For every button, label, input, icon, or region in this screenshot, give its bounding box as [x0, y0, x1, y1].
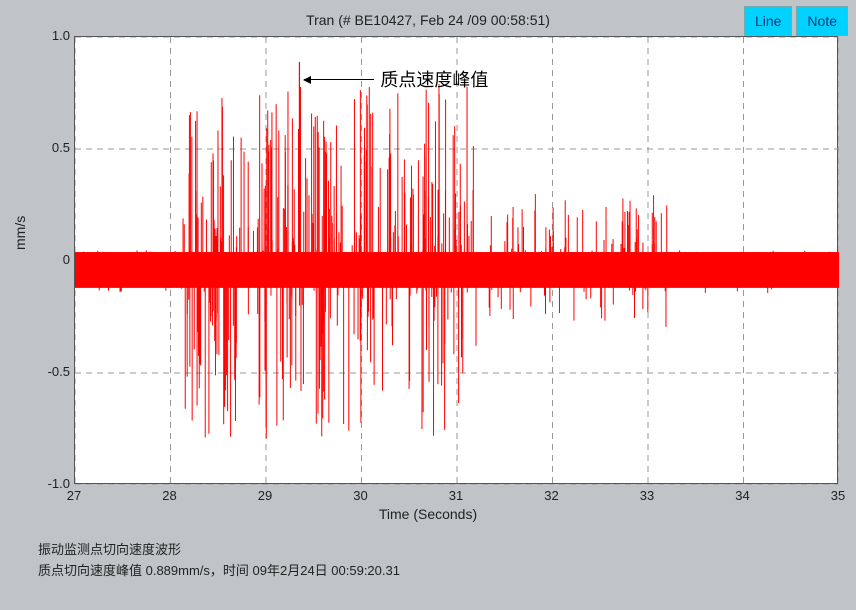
- x-tick-label: 35: [831, 488, 845, 503]
- x-tick-label: 34: [735, 488, 749, 503]
- x-tick-label: 33: [640, 488, 654, 503]
- note-button[interactable]: Note: [796, 6, 848, 36]
- peak-annotation: 质点速度峰值: [304, 66, 488, 92]
- caption-line-2: 质点切向速度峰值 0.889mm/s，时间 09年2月24日 00:59:20.…: [38, 561, 400, 582]
- annotation-text: 质点速度峰值: [380, 66, 488, 92]
- y-tick-label: 0: [10, 252, 70, 267]
- x-tick-label: 29: [258, 488, 272, 503]
- x-axis-label: Time (Seconds): [0, 506, 856, 522]
- waveform-svg: [75, 37, 839, 485]
- y-tick-label: 0.5: [10, 140, 70, 155]
- x-tick-label: 32: [544, 488, 558, 503]
- toolbar: Line Note: [744, 6, 848, 36]
- annotation-arrow: [304, 79, 374, 80]
- x-tick-label: 30: [353, 488, 367, 503]
- y-tick-label: -1.0: [10, 476, 70, 491]
- x-tick-label: 28: [162, 488, 176, 503]
- x-tick-label: 31: [449, 488, 463, 503]
- y-tick-label: -0.5: [10, 364, 70, 379]
- figure-caption: 振动监测点切向速度波形 质点切向速度峰值 0.889mm/s，时间 09年2月2…: [38, 540, 400, 582]
- chart-title: Tran (# BE10427, Feb 24 /09 00:58:51): [0, 0, 856, 28]
- caption-line-1: 振动监测点切向速度波形: [38, 540, 400, 561]
- y-tick-label: 1.0: [10, 28, 70, 43]
- x-tick-label: 27: [67, 488, 81, 503]
- line-button[interactable]: Line: [744, 6, 792, 36]
- y-axis-label: mm/s: [12, 216, 28, 250]
- plot-area: [74, 36, 838, 484]
